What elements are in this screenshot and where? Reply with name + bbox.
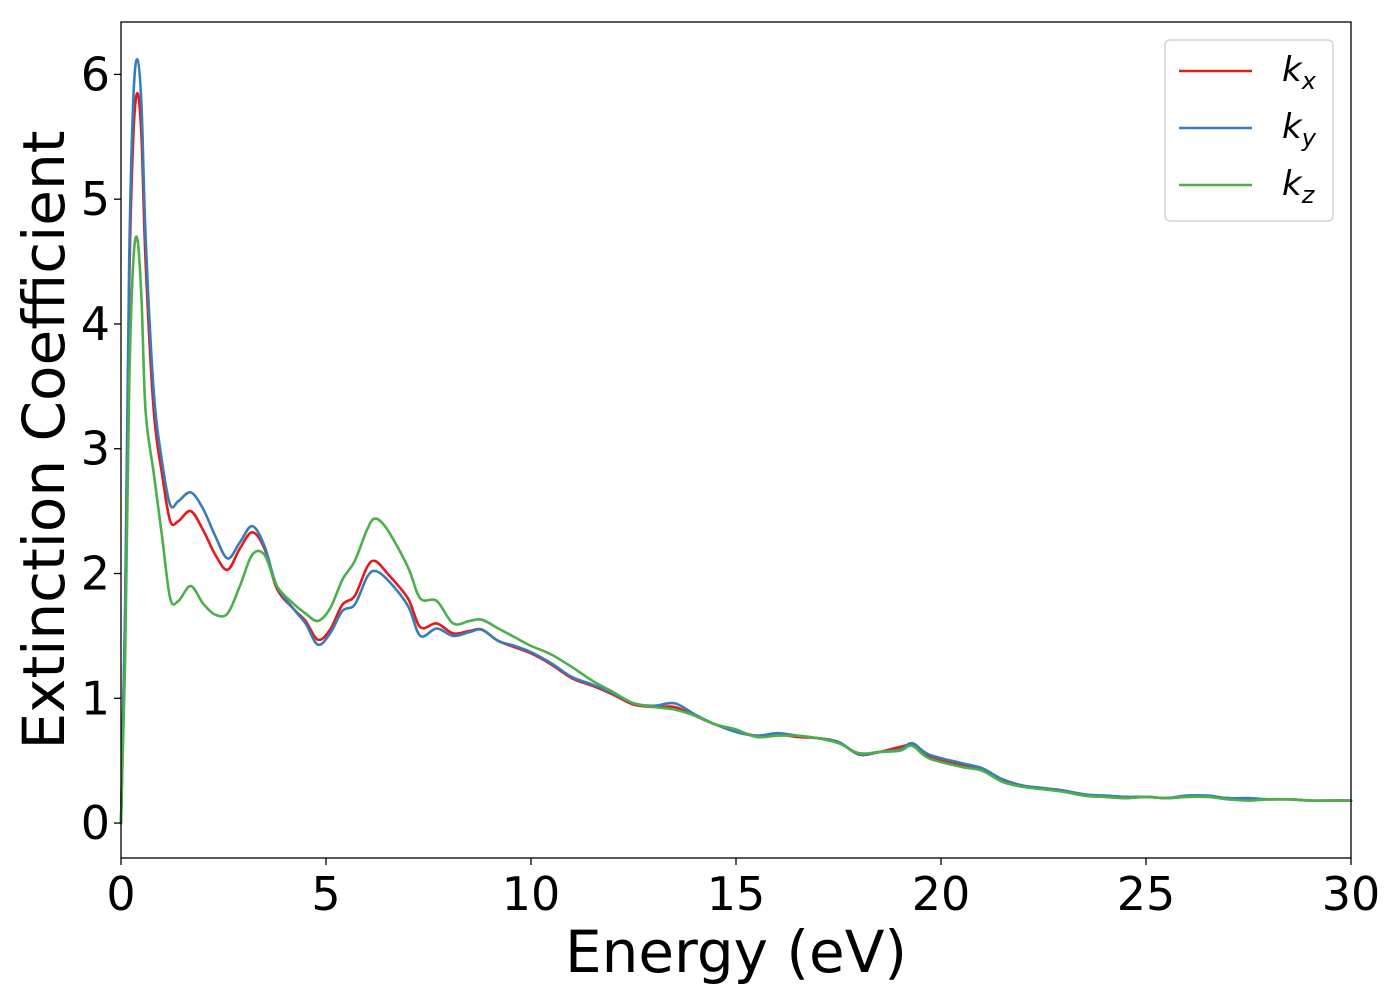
- legend-label-base: k: [1282, 50, 1303, 90]
- x-tick-label: 0: [106, 867, 135, 921]
- series-line-kz: [119, 235, 1353, 825]
- legend-box: [1164, 39, 1334, 222]
- legend-label-subscript: x: [1301, 67, 1317, 95]
- y-axis-label: Extinction Coefficient: [10, 131, 78, 750]
- y-tick-label: 0: [81, 796, 110, 850]
- x-tick-label: 20: [912, 867, 971, 921]
- y-tick-label: 2: [81, 547, 110, 601]
- legend-label-ky: ky: [1282, 107, 1317, 152]
- y-tick-label: 6: [81, 47, 110, 101]
- x-axis: 0 5 10 15 20 25 30: [106, 858, 1380, 921]
- legend-label-base: k: [1282, 107, 1303, 147]
- x-tick-label: 10: [502, 867, 561, 921]
- x-tick-label: 15: [707, 867, 766, 921]
- plot-area: [121, 22, 1351, 858]
- series-layer: [119, 58, 1353, 825]
- legend-label-base: k: [1282, 164, 1303, 204]
- legend-label-subscript: z: [1301, 181, 1316, 209]
- x-tick-label: 30: [1322, 867, 1381, 921]
- y-tick-label: 4: [81, 297, 110, 351]
- x-axis-label: Energy (eV): [565, 918, 907, 986]
- y-tick-label: 5: [81, 172, 110, 226]
- y-axis: 0 1 2 3 4 5 6: [81, 47, 121, 850]
- legend-label-kx: kx: [1282, 50, 1317, 95]
- legend-label-subscript: y: [1301, 124, 1317, 152]
- x-tick-label: 25: [1117, 867, 1176, 921]
- x-tick-label: 5: [311, 867, 340, 921]
- y-tick-label: 1: [81, 671, 110, 725]
- legend-label-kz: kz: [1282, 164, 1316, 209]
- y-tick-label: 3: [81, 422, 110, 476]
